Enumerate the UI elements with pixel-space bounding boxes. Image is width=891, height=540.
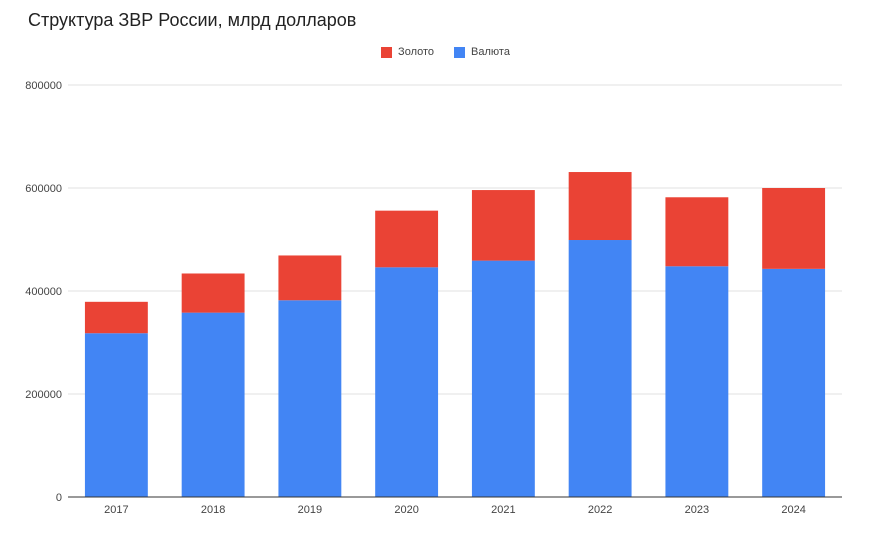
bar-gold-2024 bbox=[762, 188, 826, 269]
bar-gold-2022 bbox=[568, 172, 632, 241]
bar-currency-2020 bbox=[375, 267, 439, 497]
legend-label-gold: Золото bbox=[398, 46, 435, 58]
x-tick-label-2020: 2020 bbox=[394, 504, 418, 516]
bar-currency-2023 bbox=[665, 266, 729, 497]
bar-currency-2018 bbox=[181, 312, 245, 497]
y-tick-label-600000: 600000 bbox=[25, 183, 62, 195]
legend-swatch-gold bbox=[381, 46, 393, 58]
bar-gold-2021 bbox=[471, 190, 535, 261]
bar-currency-2017 bbox=[84, 333, 148, 497]
y-tick-label-400000: 400000 bbox=[25, 286, 62, 298]
chart-title: Структура ЗВР России, млрд долларов bbox=[28, 10, 357, 30]
x-tick-label-2017: 2017 bbox=[104, 504, 128, 516]
x-tick-label-2018: 2018 bbox=[201, 504, 225, 516]
x-tick-label-2024: 2024 bbox=[781, 504, 805, 516]
bar-currency-2022 bbox=[568, 240, 632, 497]
legend-swatch-currency bbox=[454, 46, 466, 58]
y-tick-label-800000: 800000 bbox=[25, 80, 62, 92]
legend-item-gold: Золото bbox=[381, 46, 434, 58]
y-tick-label-0: 0 bbox=[56, 492, 62, 504]
bar-currency-2021 bbox=[471, 260, 535, 497]
legend-item-currency: Валюта bbox=[454, 46, 510, 58]
legend-label-currency: Валюта bbox=[471, 46, 510, 58]
y-tick-label-200000: 200000 bbox=[25, 389, 62, 401]
bar-gold-2019 bbox=[278, 255, 342, 301]
x-tick-label-2021: 2021 bbox=[491, 504, 515, 516]
bar-currency-2019 bbox=[278, 300, 342, 497]
bar-gold-2018 bbox=[181, 273, 245, 313]
x-tick-label-2022: 2022 bbox=[588, 504, 612, 516]
legend: Золото Валюта bbox=[0, 46, 891, 58]
bar-currency-2024 bbox=[762, 268, 826, 497]
bar-gold-2020 bbox=[375, 210, 439, 268]
x-tick-label-2019: 2019 bbox=[298, 504, 322, 516]
bar-gold-2017 bbox=[84, 301, 148, 334]
bar-gold-2023 bbox=[665, 197, 729, 267]
x-tick-label-2023: 2023 bbox=[685, 504, 709, 516]
